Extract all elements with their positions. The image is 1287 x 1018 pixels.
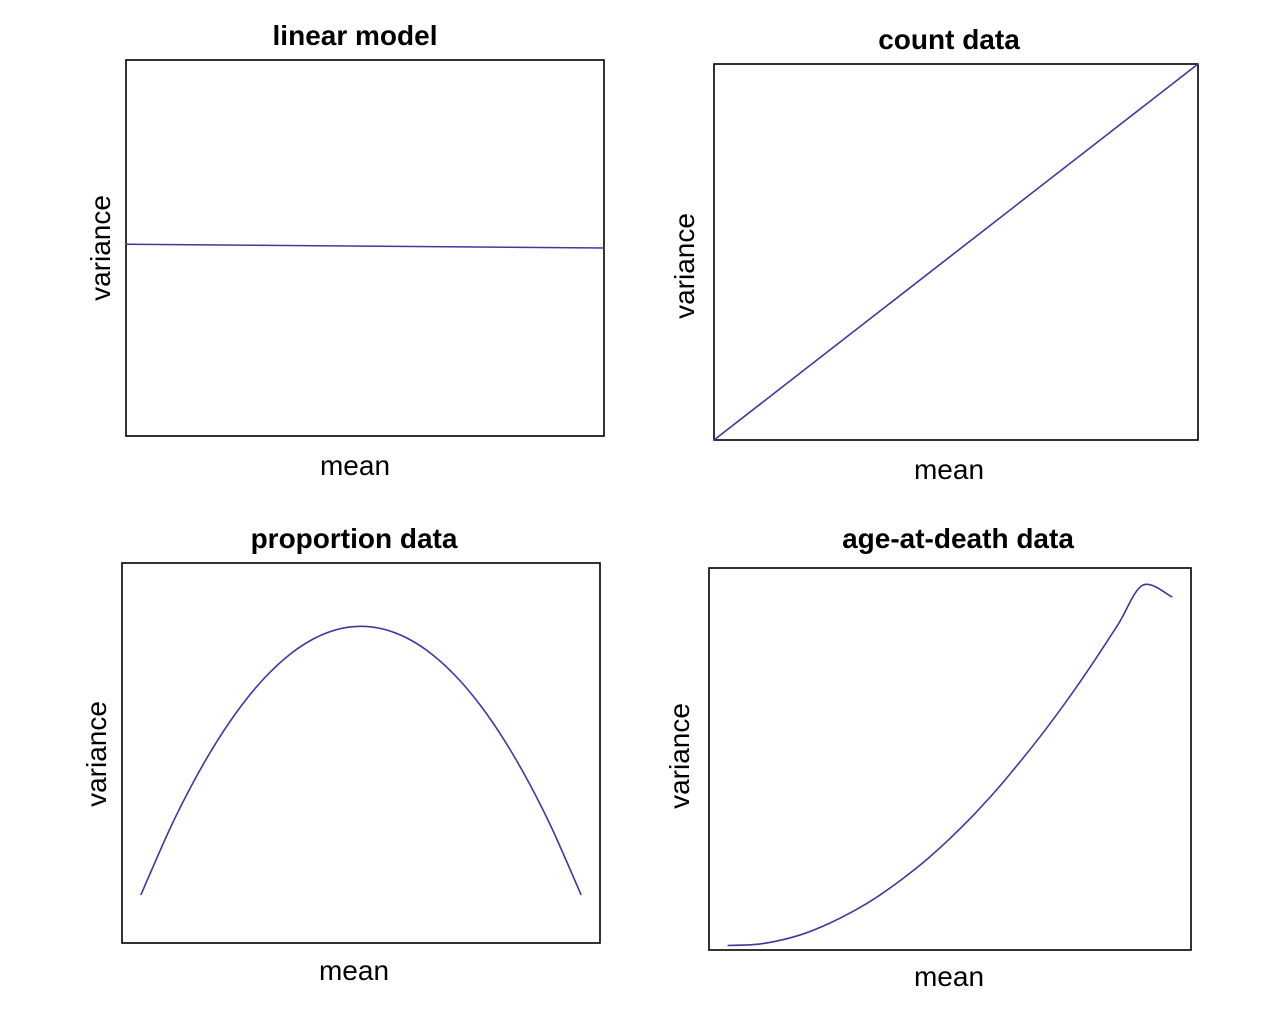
chart-proportion-data: proportion data mean variance: [81, 523, 601, 986]
series-layer: [713, 63, 1199, 441]
y-axis-label: variance: [664, 703, 695, 809]
y-axis-label: variance: [81, 701, 112, 807]
plot-frame: [713, 63, 1199, 441]
x-axis-label: mean: [320, 450, 390, 481]
x-axis-label: mean: [319, 955, 389, 986]
panel-linear-model: linear model mean variance: [50, 10, 650, 510]
series-layer: [125, 243, 605, 249]
series-line: [727, 583, 1173, 947]
series-layer: [140, 625, 582, 896]
chart-title: linear model: [273, 20, 438, 51]
panel-age-at-death-data: age-at-death data mean variance: [632, 518, 1232, 1018]
y-axis-label: variance: [85, 195, 116, 301]
chart-age-at-death-data: age-at-death data mean variance: [664, 523, 1192, 992]
plot-frame: [708, 567, 1192, 951]
x-axis-label: mean: [914, 961, 984, 992]
series-layer: [727, 583, 1173, 947]
plot-frame: [121, 562, 601, 944]
chart-count-data: count data mean variance: [669, 24, 1199, 485]
panel-proportion-data: proportion data mean variance: [46, 513, 646, 1013]
series-line: [713, 63, 1199, 441]
panel-count-data: count data mean variance: [638, 14, 1238, 514]
x-axis-label: mean: [914, 454, 984, 485]
chart-title: age-at-death data: [842, 523, 1074, 554]
chart-title: proportion data: [251, 523, 458, 554]
series-line: [140, 625, 582, 896]
chart-linear-model: linear model mean variance: [85, 20, 605, 481]
y-axis-label: variance: [669, 213, 700, 319]
chart-title: count data: [878, 24, 1020, 55]
series-line: [125, 243, 605, 249]
